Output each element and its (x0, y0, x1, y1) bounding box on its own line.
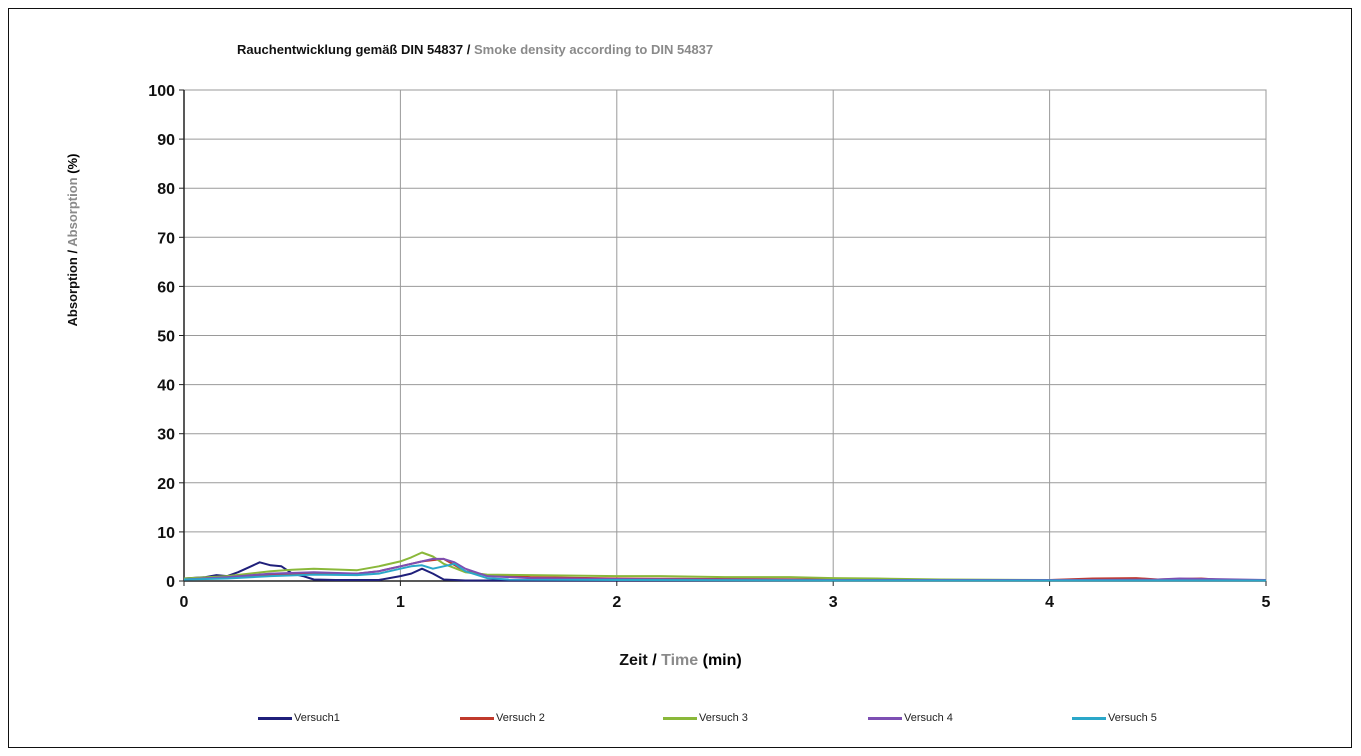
legend-item-4: Versuch 4 (868, 712, 953, 724)
y-tick-label: 70 (157, 230, 175, 247)
y-tick-label: 30 (157, 427, 175, 444)
x-axis-label-unit: (min) (702, 652, 742, 669)
chart-title-separator: / (466, 42, 471, 57)
y-axis-label-separator: / (65, 249, 80, 254)
legend-label: Versuch 4 (904, 712, 953, 724)
y-tick-label: 90 (157, 132, 175, 149)
legend-label: Versuch 5 (1108, 712, 1157, 724)
legend-item-5: Versuch 5 (1072, 712, 1157, 724)
y-axis-label-unit: (%) (65, 153, 80, 174)
chart-title: Rauchentwicklung gemäß DIN 54837 / Smoke… (237, 42, 713, 57)
y-tick-label: 0 (166, 574, 175, 591)
y-tick-label: 40 (157, 378, 175, 395)
x-tick-label: 2 (612, 594, 621, 611)
y-tick-label: 20 (157, 476, 175, 493)
legend-item-3: Versuch 3 (663, 712, 748, 724)
chart-title-de: Rauchentwicklung gemäß DIN 54837 (237, 42, 464, 57)
y-tick-label: 60 (157, 279, 175, 296)
legend: Versuch1 Versuch 2 Versuch 3 Versuch 4 Versu… (0, 712, 1361, 728)
legend-swatch (1072, 716, 1106, 720)
legend-swatch (258, 716, 292, 720)
chart-title-en: Smoke density according to DIN 54837 (474, 42, 714, 57)
x-tick-label: 0 (180, 594, 189, 611)
y-tick-label: 10 (157, 525, 175, 542)
legend-item-1: Versuch1 (258, 712, 340, 724)
x-tick-label: 3 (829, 594, 838, 611)
y-tick-label: 50 (157, 329, 175, 346)
legend-label: Versuch1 (294, 712, 340, 724)
x-axis-label: Zeit / Time (min) (0, 652, 1361, 670)
legend-swatch (868, 716, 902, 720)
series-line-5 (183, 562, 1266, 582)
x-tick-label: 4 (1045, 594, 1054, 611)
y-axis-label-de: Absorption (65, 257, 80, 327)
legend-item-2: Versuch 2 (460, 712, 545, 724)
legend-label: Versuch 3 (699, 712, 748, 724)
x-tick-label: 1 (396, 594, 405, 611)
legend-swatch (663, 716, 697, 720)
y-tick-label: 100 (148, 83, 175, 100)
series-line-3 (183, 551, 1266, 581)
y-tick-label: 80 (157, 181, 175, 198)
legend-swatch (460, 716, 494, 720)
x-axis-label-separator: / (652, 652, 657, 669)
x-axis-label-en: Time (661, 652, 699, 669)
legend-label: Versuch 2 (496, 712, 545, 724)
x-axis-label-de: Zeit (619, 652, 648, 669)
x-tick-label: 5 (1262, 594, 1271, 611)
y-axis-label-en: Absorption (65, 177, 80, 247)
series-line-1 (183, 561, 1266, 582)
